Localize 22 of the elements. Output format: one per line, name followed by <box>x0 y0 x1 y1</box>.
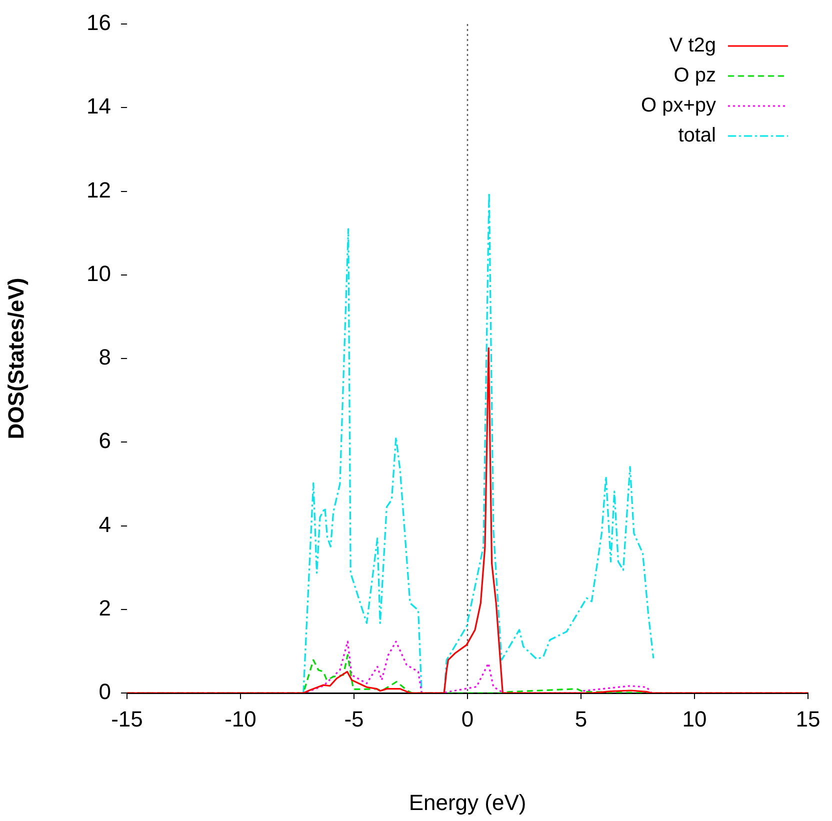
x-axis-title: Energy (eV) <box>408 790 526 815</box>
x-tick-label: 15 <box>796 706 820 732</box>
y-tick-label: 6 <box>98 428 111 454</box>
y-tick-label: 16 <box>86 10 111 36</box>
x-tick-label: -15 <box>111 706 143 732</box>
x-tick-label: 10 <box>682 706 707 732</box>
legend-label: O px+py <box>640 94 716 117</box>
y-tick-label: 4 <box>98 512 111 537</box>
y-axis-title: DOS(States/eV) <box>3 278 28 440</box>
x-tick-label: 0 <box>461 706 474 732</box>
y-tick-label: 2 <box>98 595 111 620</box>
x-tick-label: 5 <box>574 706 588 732</box>
y-tick-label: 14 <box>86 94 111 119</box>
y-tick-label: 8 <box>98 344 111 370</box>
legend-label: V t2g <box>669 34 716 57</box>
x-tick-label: -10 <box>224 706 256 732</box>
y-tick-label: 0 <box>98 679 111 704</box>
legend-label: total <box>678 124 716 147</box>
y-tick-label: 12 <box>86 177 111 202</box>
y-tick-label: 10 <box>86 260 111 286</box>
legend-label: O pz <box>674 64 716 87</box>
x-tick-label: -5 <box>344 706 364 732</box>
